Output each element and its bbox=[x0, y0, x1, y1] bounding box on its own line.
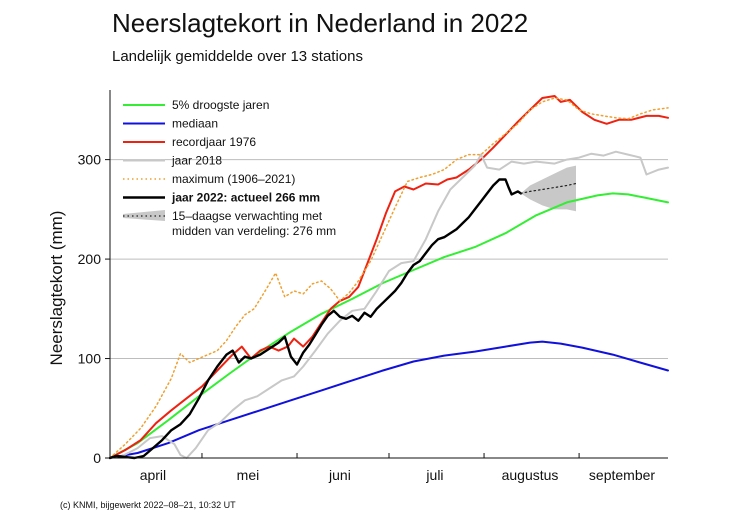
legend-label-forecast-2: midden van verdeling: 276 mm bbox=[172, 224, 336, 238]
chart-subtitle: Landelijk gemiddelde over 13 stations bbox=[112, 48, 363, 65]
legend-label-droogste: 5% droogste jaren bbox=[172, 98, 269, 112]
axis-layer: 0 100 200 300 april mei juni juli augustus septem… bbox=[78, 90, 668, 483]
x-tick-label-augustus: augustus bbox=[502, 467, 559, 483]
y-tick-label-0: 0 bbox=[93, 450, 101, 466]
footer-credit: (c) KNMI, bijgewerkt 2022–08–21, 10:32 U… bbox=[60, 500, 236, 510]
y-tick-label-100: 100 bbox=[78, 351, 102, 367]
chart-title: Neerslagtekort in Nederland in 2022 bbox=[112, 8, 529, 38]
x-tick-label-april: april bbox=[140, 467, 166, 483]
series-maximum bbox=[109, 97, 669, 459]
legend-label-maximum: maximum (1906–2021) bbox=[172, 172, 295, 186]
series-mediaan bbox=[109, 340, 669, 459]
series-recordjaar bbox=[109, 95, 669, 459]
y-tick-label-200: 200 bbox=[78, 251, 102, 267]
legend-label-forecast: 15–daagse verwachting met bbox=[172, 209, 323, 223]
series-layer bbox=[108, 95, 669, 460]
grid bbox=[110, 159, 668, 360]
legend: 5% droogste jaren mediaan recordjaar 1976 j… bbox=[123, 98, 336, 238]
legend-swatch-forecast-band bbox=[123, 210, 165, 221]
y-axis-title: Neerslagtekort (mm) bbox=[47, 211, 66, 366]
series-forecast bbox=[520, 182, 577, 194]
legend-label-jaar2022: jaar 2022: actueel 266 mm bbox=[171, 191, 320, 205]
y-tick-label-300: 300 bbox=[78, 152, 102, 168]
series-jaar2018 bbox=[109, 150, 669, 459]
x-tick-label-september: september bbox=[589, 467, 655, 483]
series-jaar2022 bbox=[108, 178, 522, 460]
x-tick-label-juli: juli bbox=[425, 467, 443, 483]
legend-label-recordjaar: recordjaar 1976 bbox=[172, 135, 256, 149]
x-tick-label-juni: juni bbox=[328, 467, 351, 483]
legend-label-jaar2018: jaar 2018 bbox=[171, 154, 222, 168]
series-droogste bbox=[109, 192, 669, 459]
x-tick-label-mei: mei bbox=[237, 467, 260, 483]
legend-label-mediaan: mediaan bbox=[172, 117, 218, 131]
